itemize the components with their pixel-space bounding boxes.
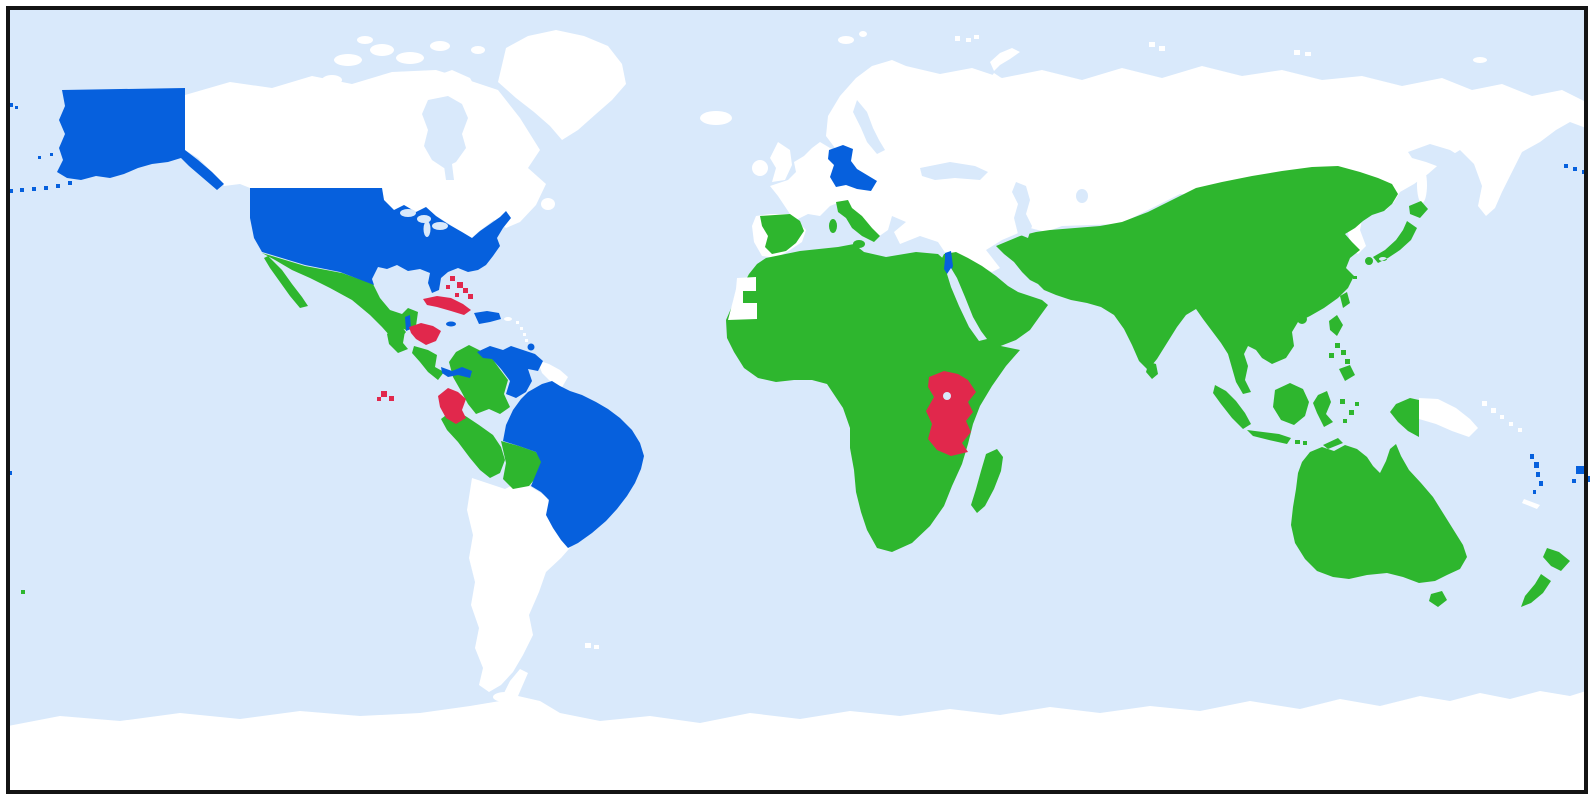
island-iceland: [700, 111, 732, 125]
lesser-antilles: [516, 321, 528, 342]
country-spain: [760, 214, 804, 254]
country-guatemala: [387, 326, 408, 353]
island-hainan: [1297, 314, 1307, 324]
region-asia-green: [996, 166, 1398, 394]
island-sulawesi: [1313, 391, 1333, 427]
baltic-sea: [853, 100, 885, 154]
region-western-sahara: [728, 277, 757, 320]
continent-africa: [726, 244, 1020, 552]
solomon-islands: [1482, 401, 1522, 432]
country-venezuela: [477, 346, 543, 398]
country-germany-austria: [828, 145, 877, 191]
country-ecuador: [438, 388, 466, 424]
country-bolivia: [501, 441, 542, 489]
country-usa: [250, 188, 511, 293]
blue-countries: [8, 88, 1590, 548]
country-madagascar: [971, 449, 1003, 513]
island-taiwan: [1340, 292, 1350, 308]
country-cuba: [423, 296, 471, 315]
country-bahamas: [446, 276, 473, 299]
island-sumatra: [1213, 385, 1251, 429]
uncolored-landmasses: [8, 30, 1586, 792]
eurasia-uncolored-base: [770, 60, 1586, 272]
country-greenland: [498, 30, 626, 140]
lake-superior: [400, 209, 416, 217]
island-puerto-rico: [504, 317, 512, 321]
country-panama: [441, 367, 472, 378]
persian-gulf: [1000, 262, 1036, 294]
country-peru: [441, 409, 505, 478]
country-philippines: [1329, 315, 1355, 381]
galapagos-islands: [377, 391, 394, 401]
aral-sea: [1076, 189, 1088, 203]
moluccas-islands: [1323, 399, 1359, 449]
lake-erie-ontario: [432, 222, 448, 230]
lake-victoria: [943, 392, 951, 400]
region-kenya-tanzania: [926, 371, 976, 456]
southern-cone-chile-argentina: [467, 478, 576, 692]
country-nicaragua-costa-rica: [412, 346, 444, 380]
region-alaska: [57, 88, 224, 190]
arctic-archipelago: [322, 36, 485, 104]
lake-huron: [417, 215, 431, 223]
red-countries: [377, 276, 976, 456]
country-mexico: [262, 253, 418, 341]
country-sri-lanka: [1146, 362, 1158, 379]
lake-michigan: [423, 221, 431, 237]
sea-of-okhotsk: [1408, 144, 1472, 188]
island-sakhalin: [1417, 167, 1427, 203]
country-colombia: [449, 345, 510, 414]
island-newfoundland: [541, 198, 555, 210]
region-west-papua: [1390, 398, 1419, 437]
hudson-bay: [422, 96, 468, 180]
region-arabian-peninsula: [936, 252, 1048, 347]
country-australia: [1291, 444, 1467, 607]
country-honduras: [409, 323, 441, 345]
red-sea: [947, 268, 987, 341]
green-countries: [21, 166, 1570, 607]
region-guyanas: [537, 360, 568, 389]
country-ireland: [752, 160, 768, 176]
country-japan: [1345, 201, 1428, 286]
map-frame: [6, 6, 1588, 794]
island-hispaniola: [474, 311, 501, 324]
black-sea: [920, 162, 988, 180]
island-jamaica: [446, 321, 456, 327]
inland-waters: [400, 96, 1472, 400]
island-trinidad: [527, 343, 535, 351]
island-java: [1247, 430, 1307, 445]
antarctica: [8, 669, 1586, 792]
island-borneo: [1273, 383, 1309, 425]
falkland-islands: [585, 643, 599, 649]
country-brazil: [503, 381, 644, 548]
country-uk: [770, 142, 792, 182]
country-vanuatu: [1530, 454, 1543, 494]
country-italy: [829, 200, 880, 248]
country-papua-new-guinea: [1419, 398, 1478, 437]
caspian-sea: [1012, 182, 1032, 238]
island-new-caledonia: [1522, 499, 1540, 509]
